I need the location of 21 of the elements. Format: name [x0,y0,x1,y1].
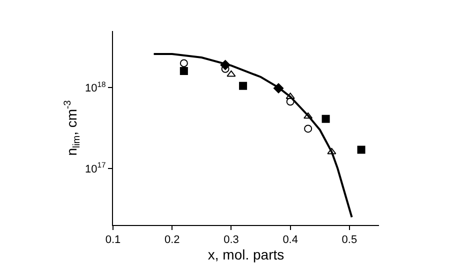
point [180,59,188,68]
point [226,70,236,77]
line-series [152,52,353,218]
y-tick-label: 10$^{17}$ [84,160,106,176]
point [357,146,366,154]
point [304,124,312,133]
x-tick-label: 0.1 [105,234,121,246]
x-tick-label: 0.5 [342,234,358,246]
point [322,114,330,123]
x-tick-label: 0.4 [282,234,298,246]
point [304,112,313,119]
x-axis-title: x, mol. parts [208,246,284,262]
point [180,67,188,76]
y-tick-label: 10$^{18}$ [84,80,106,94]
x-tick-label: 0.2 [164,234,180,246]
point [286,98,294,106]
point [273,83,284,94]
point [239,82,248,90]
point [220,60,230,70]
x-tick-label: 0.3 [224,234,239,246]
point [327,148,336,154]
